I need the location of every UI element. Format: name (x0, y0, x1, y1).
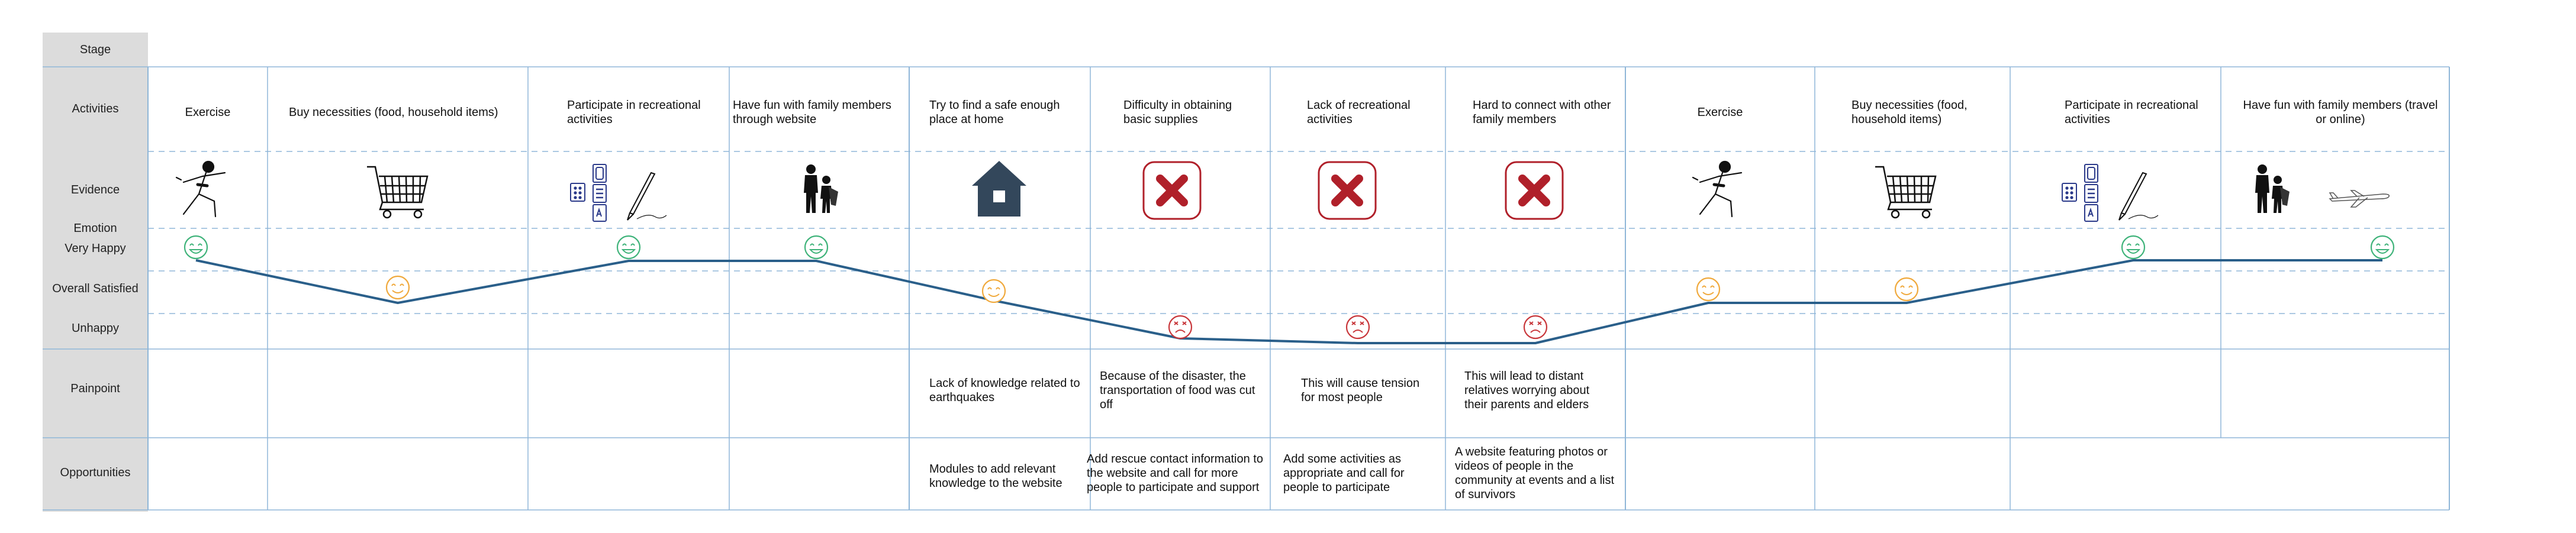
cross-icon (1142, 161, 1202, 220)
satisfied-face-icon (981, 279, 1006, 303)
label-column-background (43, 33, 148, 512)
phase-before: Before the Community is broken (148, 33, 909, 67)
house-icon (972, 161, 1026, 217)
activity-cell: Exercise (1697, 106, 1743, 119)
phase-broken: When the Community is broken bacause of … (909, 33, 1625, 67)
activity-cell: Have fun with family members through web… (733, 99, 891, 126)
family-travel-icon (2255, 164, 2290, 213)
row-label-evidence: Evidence (70, 183, 120, 196)
row-label-painpoint: Painpoint (70, 382, 120, 395)
activity-cell: Difficulty in obtaining basic supplies (1123, 99, 1232, 126)
row-label-very-happy: Very Happy (65, 241, 126, 255)
painpoint-cell: This will lead to distant relatives worr… (1464, 370, 1590, 411)
opportunity-cell: Add some activities as appropriate and c… (1283, 453, 1405, 494)
unhappy-face-icon (1168, 315, 1193, 340)
unhappy-face-icon (1345, 315, 1370, 340)
unhappy-face-icon (1523, 315, 1548, 340)
cross-icon (1318, 161, 1377, 220)
grid-lines (43, 33, 2450, 512)
game-pieces-icon (570, 164, 667, 222)
row-label-stage: Stage (79, 43, 111, 56)
shopping-cart-icon (367, 166, 429, 219)
airplane-icon (2329, 190, 2390, 208)
satisfied-face-icon (1696, 277, 1721, 302)
phase-resilience: When communities regain resilience (1625, 33, 2449, 67)
satisfied-face-icon (1894, 277, 1919, 302)
cross-icon (1505, 161, 1564, 220)
martial-arts-icon (175, 160, 226, 218)
activity-cell: Participate in recreational activities (2065, 99, 2198, 126)
row-label-unhappy: Unhappy (71, 321, 120, 335)
row-label-emotion: Emotion (73, 221, 117, 235)
emotion-curve-line (195, 259, 2382, 344)
activity-cell: Try to find a safe enough place at home (929, 99, 1060, 126)
opportunity-cell: Add rescue contact information to the we… (1087, 453, 1263, 494)
emotion-faces (183, 235, 2395, 340)
family-icon (804, 164, 838, 213)
activity-cell: Buy necessities (food, household items) (289, 106, 498, 119)
activity-cell: Participate in recreational activities (567, 99, 701, 126)
row-label-opportunities: Opportunities (60, 466, 131, 479)
activity-cell: Have fun with family members (travel or … (2243, 99, 2438, 126)
very-happy-face-icon (183, 235, 208, 260)
very-happy-face-icon (2121, 235, 2146, 260)
phase-broken-label: When the Community is broken bacause of … (1086, 42, 1449, 57)
painpoint-cell: Lack of knowledge related to earthquakes (929, 377, 1080, 404)
martial-arts-icon (1692, 160, 1743, 218)
activity-cell: Buy necessities (food, household items) (1852, 99, 1968, 126)
opportunity-cell: Modules to add relevant knowledge to the… (929, 463, 1062, 490)
phase-before-label: Before the Community is broken (428, 42, 629, 57)
shopping-cart-icon (1875, 166, 1937, 219)
very-happy-face-icon (616, 235, 641, 260)
very-happy-face-icon (2370, 235, 2395, 260)
activity-cell: Lack of recreational activities (1307, 99, 1411, 126)
very-happy-face-icon (804, 235, 829, 260)
emotion-curve (195, 259, 2382, 344)
satisfied-face-icon (385, 275, 410, 300)
row-label-activities: Activities (72, 102, 119, 115)
evidence-icons (175, 160, 2390, 222)
activity-cell: Hard to connect with other family member… (1473, 99, 1611, 126)
game-pieces-icon (2062, 164, 2159, 222)
painpoint-cell: This will cause tension for most people (1301, 377, 1420, 404)
painpoint-cell: Because of the disaster, the transportat… (1100, 370, 1255, 411)
activity-cell: Exercise (185, 106, 231, 119)
row-label-overall-satisfied: Overall Satisfied (52, 282, 139, 295)
opportunity-cell: A website featuring photos or videos of … (1455, 445, 1615, 501)
phase-resilience-label: When communities regain resilience (1924, 42, 2150, 57)
